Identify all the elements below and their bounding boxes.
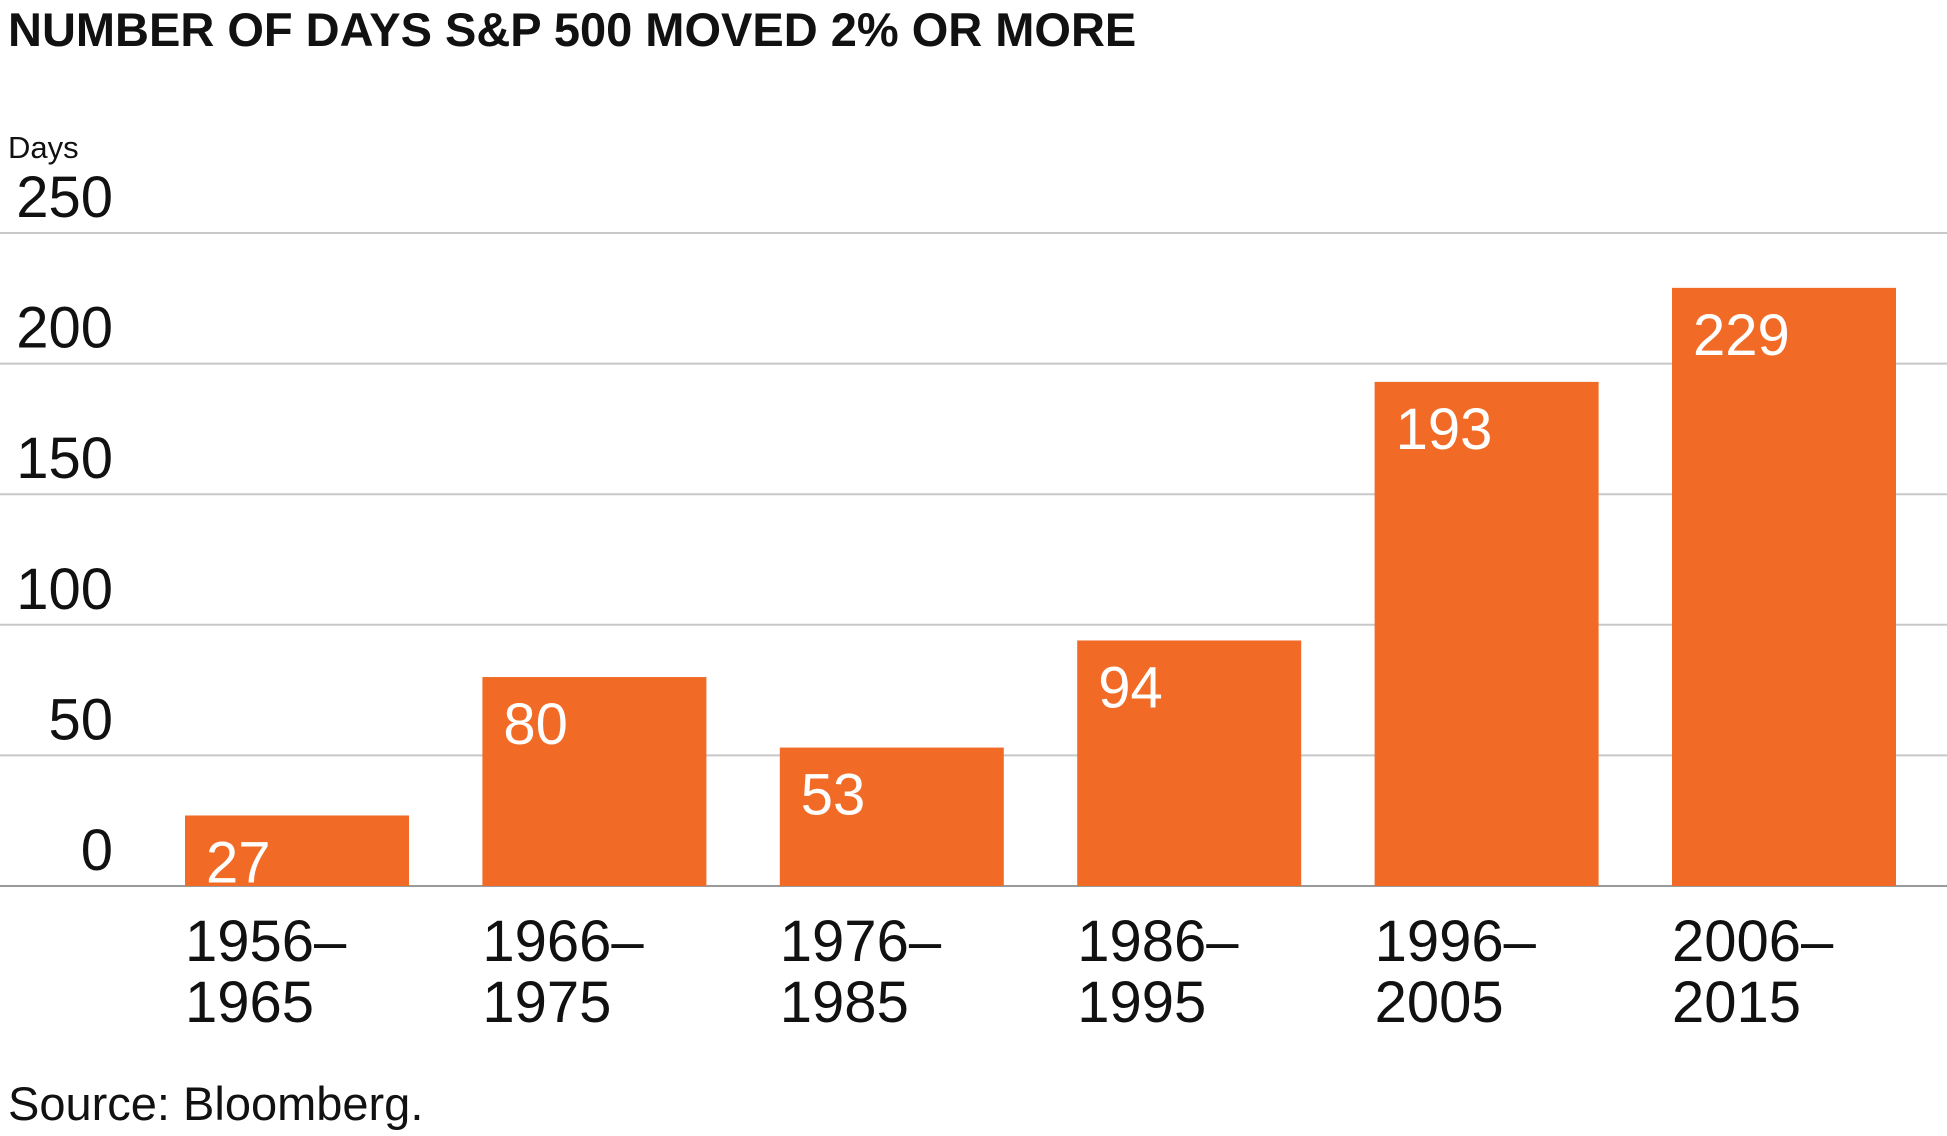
bar-value-label: 193	[1396, 397, 1493, 462]
bar-value-label: 27	[206, 830, 271, 895]
x-tick-label: 2015	[1672, 970, 1801, 1035]
x-tick-label: 1956–	[185, 909, 347, 974]
x-tick-label: 1975	[482, 970, 611, 1035]
x-tick-label: 2005	[1375, 970, 1504, 1035]
y-tick-label: 150	[16, 426, 113, 491]
x-tick-label: 1996–	[1375, 909, 1537, 974]
y-axis-ticks: 0 50 100 150 200 250	[16, 165, 113, 883]
bar-value-label: 229	[1693, 303, 1790, 368]
y-tick-label: 100	[16, 557, 113, 622]
y-axis-label: Days	[8, 130, 79, 165]
x-axis-categories: 1956–1965 1966–1975 1976–1985 1986–1995 1996…	[185, 909, 1834, 1035]
bar	[185, 815, 409, 886]
bar-value-label: 80	[503, 692, 568, 757]
y-tick-label: 200	[16, 296, 113, 361]
bar	[1077, 640, 1302, 886]
x-tick-label: 1995	[1077, 970, 1206, 1035]
source-note: Source: Bloomberg.	[8, 1077, 424, 1130]
bar	[779, 747, 1004, 886]
chart-title: NUMBER OF DAYS S&P 500 MOVED 2% OR MORE	[8, 3, 1137, 56]
x-tick-label: 2006–	[1672, 909, 1834, 974]
x-tick-label: 1965	[185, 970, 314, 1035]
y-tick-label: 250	[16, 165, 113, 230]
x-tick-label: 1976–	[780, 909, 942, 974]
bar-value-label: 94	[1098, 655, 1163, 720]
bars: 27 80 53 94 193 229	[185, 287, 1896, 895]
x-tick-label: 1966–	[482, 909, 644, 974]
y-tick-label: 0	[81, 818, 113, 883]
y-tick-label: 50	[48, 687, 113, 752]
bar	[1374, 381, 1599, 886]
x-tick-label: 1986–	[1077, 909, 1239, 974]
bar-value-label: 53	[801, 763, 866, 828]
bar	[482, 677, 707, 886]
x-tick-label: 1985	[780, 970, 909, 1035]
bar	[1672, 287, 1896, 886]
